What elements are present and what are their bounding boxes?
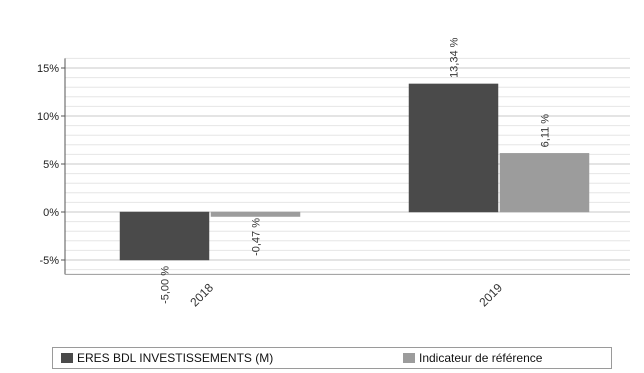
- bar-benchmark-2018: [210, 211, 301, 217]
- data-label-fund-2019: 13,34 %: [449, 37, 461, 78]
- legend-item-fund: ERES BDL INVESTISSEMENTS (M): [61, 351, 273, 365]
- category-label-2019: 2019: [476, 280, 505, 309]
- legend-label-benchmark: Indicateur de référence: [419, 351, 543, 365]
- data-label-fund-2018: -5,00 %: [160, 266, 172, 304]
- bar-benchmark-2019: [499, 153, 590, 213]
- legend: ERES BDL INVESTISSEMENTS (M) Indicateur …: [52, 347, 612, 369]
- category-labels: 2018 2019: [187, 280, 505, 309]
- data-label-benchmark-2019: 6,11 %: [540, 114, 552, 148]
- bars: [119, 83, 590, 261]
- bar-chart: 15% 10% 5% 0% -5% -5,00 % -0,47 % 13,34 % 6,11 …: [37, 37, 630, 309]
- data-label-benchmark-2018: -0,47 %: [251, 218, 263, 256]
- legend-item-benchmark: Indicateur de référence: [403, 351, 542, 365]
- y-tick-labels: 15% 10% 5% 0% -5%: [37, 63, 59, 267]
- legend-swatch-fund: [61, 353, 73, 363]
- y-tick-label: 0%: [43, 207, 59, 219]
- y-tick-label: 15%: [37, 63, 59, 75]
- legend-swatch-benchmark: [403, 353, 415, 363]
- axes: [61, 58, 630, 275]
- bar-fund-2019: [408, 83, 499, 213]
- category-label-2018: 2018: [187, 280, 216, 309]
- data-labels: -5,00 % -0,47 % 13,34 % 6,11 %: [160, 37, 552, 304]
- y-tick-label: -5%: [39, 255, 59, 267]
- y-tick-label: 5%: [43, 159, 59, 171]
- y-tick-label: 10%: [37, 111, 59, 123]
- legend-label-fund: ERES BDL INVESTISSEMENTS (M): [77, 351, 274, 365]
- bar-fund-2018: [119, 211, 210, 261]
